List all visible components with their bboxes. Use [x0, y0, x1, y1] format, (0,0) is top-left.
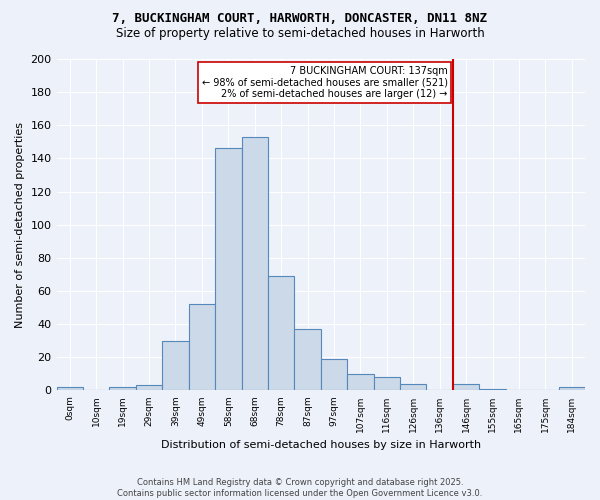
Text: 7 BUCKINGHAM COURT: 137sqm
← 98% of semi-detached houses are smaller (521)
2% of: 7 BUCKINGHAM COURT: 137sqm ← 98% of semi…	[202, 66, 448, 99]
Bar	[295, 329, 321, 390]
Bar	[268, 276, 295, 390]
Bar	[400, 384, 427, 390]
Bar	[321, 359, 347, 390]
X-axis label: Distribution of semi-detached houses by size in Harworth: Distribution of semi-detached houses by …	[161, 440, 481, 450]
Bar	[559, 387, 585, 390]
Bar	[215, 148, 242, 390]
Bar	[453, 384, 479, 390]
Bar	[162, 340, 188, 390]
Bar	[347, 374, 374, 390]
Text: Contains HM Land Registry data © Crown copyright and database right 2025.
Contai: Contains HM Land Registry data © Crown c…	[118, 478, 482, 498]
Bar	[56, 387, 83, 390]
Bar	[242, 137, 268, 390]
Text: Size of property relative to semi-detached houses in Harworth: Size of property relative to semi-detach…	[116, 28, 484, 40]
Text: 7, BUCKINGHAM COURT, HARWORTH, DONCASTER, DN11 8NZ: 7, BUCKINGHAM COURT, HARWORTH, DONCASTER…	[113, 12, 487, 26]
Bar	[109, 387, 136, 390]
Bar	[136, 386, 162, 390]
Y-axis label: Number of semi-detached properties: Number of semi-detached properties	[15, 122, 25, 328]
Bar	[374, 377, 400, 390]
Bar	[188, 304, 215, 390]
Bar	[479, 389, 506, 390]
